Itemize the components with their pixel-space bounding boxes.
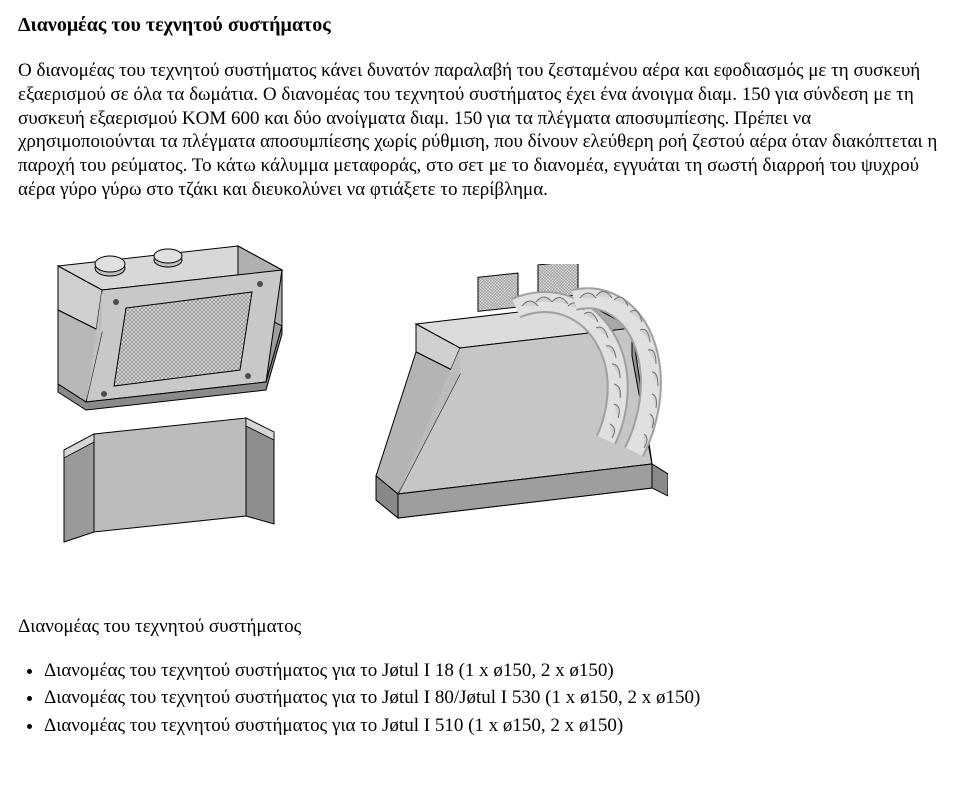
list-item: Διανομέας του τεχνητού συστήματος για το…	[44, 658, 942, 684]
page-title: Διανομέας του τεχνητού συστήματος	[18, 14, 942, 37]
list-heading: Διανομέας του τεχνητού συστήματος	[18, 616, 942, 638]
figure-distributor-exploded	[18, 224, 308, 544]
document-page: Διανομέας του τεχνητού συστήματος Ο διαν…	[0, 0, 960, 764]
figure-row	[18, 224, 942, 544]
product-list: Διανομέας του τεχνητού συστήματος για το…	[44, 658, 942, 739]
list-item: Διανομέας του τεχνητού συστήματος για το…	[44, 713, 942, 739]
intro-paragraph: Ο διανομέας του τεχνητού συστήματος κάνε…	[18, 59, 942, 202]
figure-distributor-assembled	[338, 264, 668, 544]
list-item: Διανομέας του τεχνητού συστήματος για το…	[44, 685, 942, 711]
